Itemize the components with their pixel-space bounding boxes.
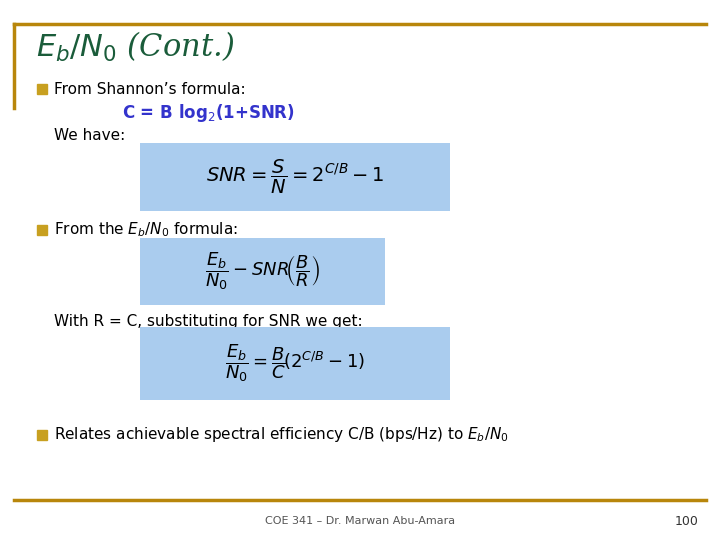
Text: $\dfrac{E_b}{N_0} = \dfrac{B}{C}\!\left(2^{C/B} - 1\right)$: $\dfrac{E_b}{N_0} = \dfrac{B}{C}\!\left(… <box>225 342 365 384</box>
Text: With R = C, substituting for SNR we get:: With R = C, substituting for SNR we get: <box>54 314 363 329</box>
Text: COE 341 – Dr. Marwan Abu-Amara: COE 341 – Dr. Marwan Abu-Amara <box>265 516 455 526</box>
Text: $SNR = \dfrac{S}{N} = 2^{C/B} - 1$: $SNR = \dfrac{S}{N} = 2^{C/B} - 1$ <box>206 158 384 196</box>
Text: 100: 100 <box>675 515 698 528</box>
FancyBboxPatch shape <box>140 327 450 400</box>
Text: Relates achievable spectral efficiency C/B (bps/Hz) to $E_b/N_0$: Relates achievable spectral efficiency C… <box>54 425 509 444</box>
Text: From the $E_b/N_0$ formula:: From the $E_b/N_0$ formula: <box>54 220 238 239</box>
Text: C = B log$_2$(1+SNR): C = B log$_2$(1+SNR) <box>122 103 295 124</box>
Text: From Shannon’s formula:: From Shannon’s formula: <box>54 82 246 97</box>
FancyBboxPatch shape <box>140 238 385 305</box>
Text: $\dfrac{E_b}{N_0} - SNR\!\left(\dfrac{B}{R}\right)$: $\dfrac{E_b}{N_0} - SNR\!\left(\dfrac{B}… <box>205 251 320 292</box>
Text: $E_b/N_0$ (Cont.): $E_b/N_0$ (Cont.) <box>36 30 235 64</box>
FancyBboxPatch shape <box>140 143 450 211</box>
Text: We have:: We have: <box>54 127 125 143</box>
